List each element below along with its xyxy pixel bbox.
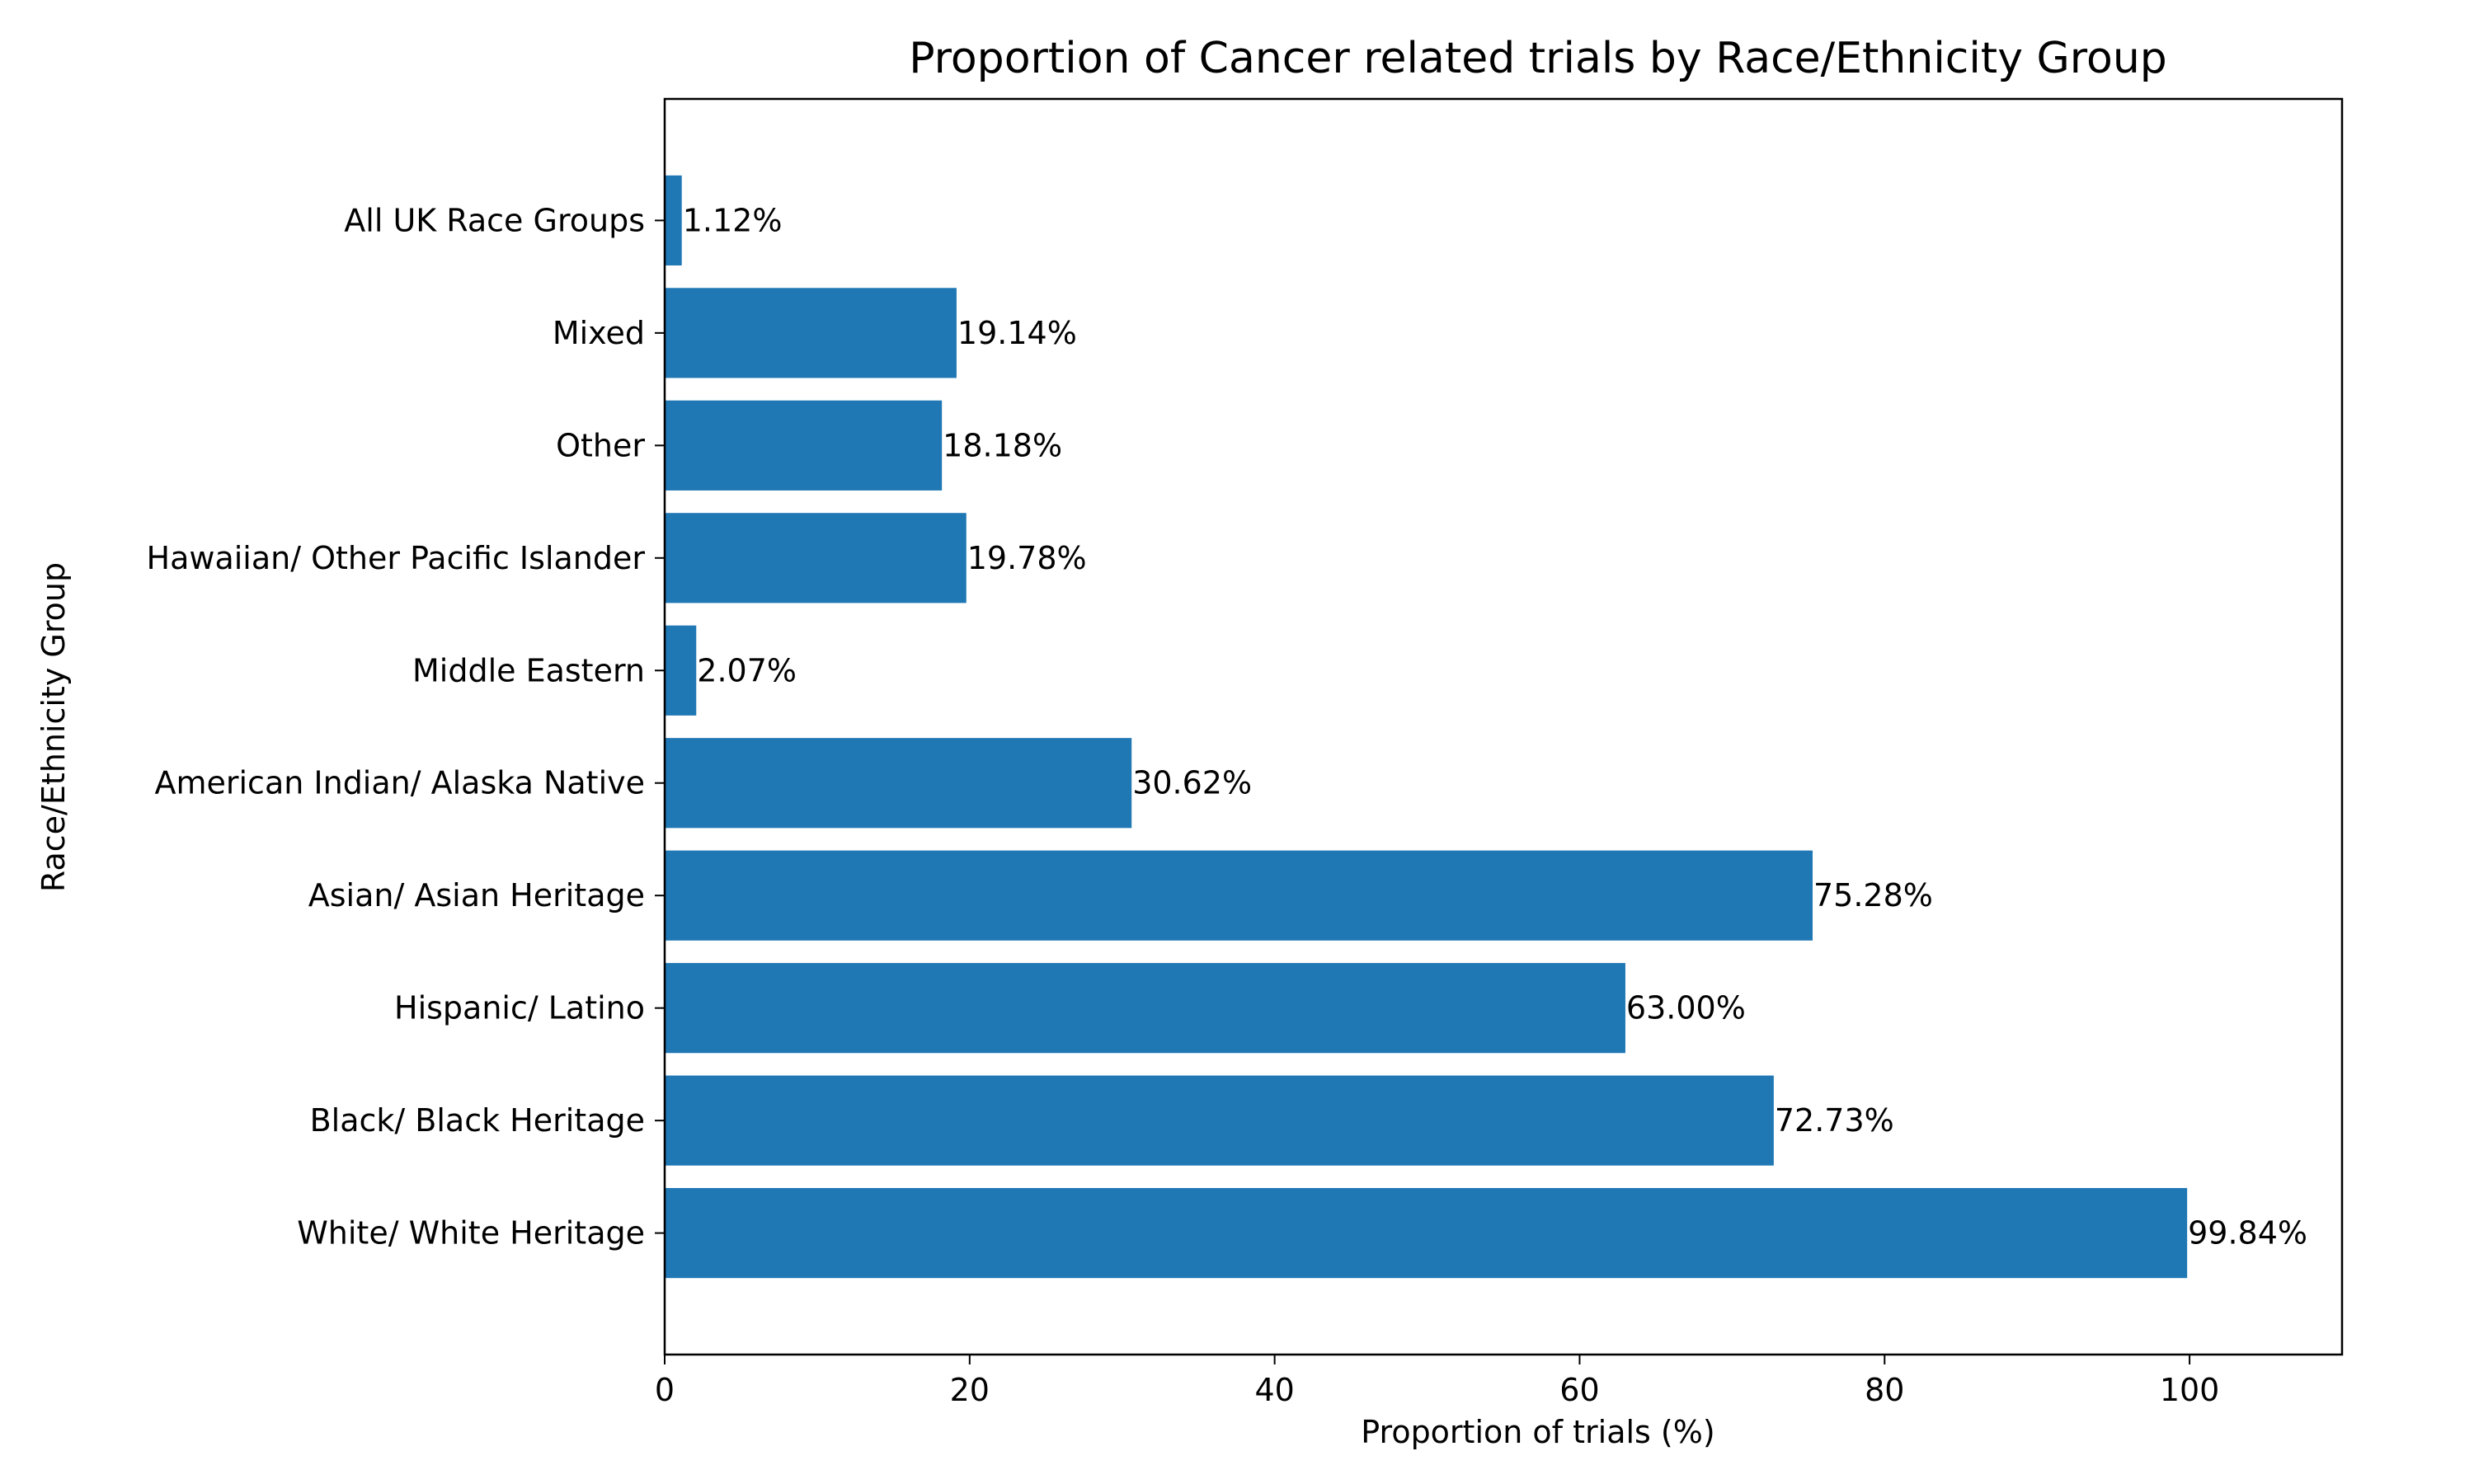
data-label-mixed: 19.14%: [957, 315, 1077, 351]
y-tick-label-mixed: Mixed: [553, 315, 645, 351]
y-axis-label: Race/Ethnicity Group: [35, 562, 72, 892]
bar-american-indian-alaska-native: [665, 738, 1132, 829]
data-label-white-white-heritage: 99.84%: [2188, 1215, 2307, 1252]
x-axis-label: Proportion of trials (%): [1361, 1414, 1714, 1450]
y-tick-label-asian-asian-heritage: Asian/ Asian Heritage: [308, 877, 645, 913]
bar-hispanic-latino: [665, 963, 1625, 1054]
x-tick-label-0: 0: [655, 1372, 675, 1408]
data-label-american-indian-alaska-native: 30.62%: [1132, 765, 1252, 801]
y-tick-label-hispanic-latino: Hispanic/ Latino: [394, 990, 645, 1026]
x-tick-label-100: 100: [2160, 1372, 2220, 1408]
x-tick-label-80: 80: [1865, 1372, 1904, 1408]
y-tick-label-all-uk-race-groups: All UK Race Groups: [344, 202, 645, 238]
bar-all-uk-race-groups: [665, 175, 682, 265]
bar-black-black-heritage: [665, 1075, 1774, 1166]
x-tick-label-60: 60: [1559, 1372, 1599, 1408]
bar-mixed: [665, 288, 957, 378]
y-tick-label-white-white-heritage: White/ White Heritage: [297, 1215, 645, 1252]
bar-asian-asian-heritage: [665, 850, 1813, 941]
ticks-layer: White/ White Heritage Black/ Black Herita…: [147, 202, 2220, 1408]
bars-layer: 99.84% 72.73% 63.00% 75.28% 30.62% 2.07% 19.78…: [665, 175, 2307, 1279]
x-tick-label-40: 40: [1254, 1372, 1294, 1408]
bar-other: [665, 400, 943, 491]
data-label-middle-eastern: 2.07%: [697, 652, 797, 688]
data-label-hispanic-latino: 63.00%: [1626, 990, 1746, 1026]
chart-title: Proportion of Cancer related trials by R…: [909, 34, 2167, 83]
y-tick-label-black-black-heritage: Black/ Black Heritage: [310, 1102, 645, 1139]
y-tick-label-hawaiian-other-pacific-islander: Hawaiian/ Other Pacific Islander: [147, 540, 646, 576]
y-tick-label-american-indian-alaska-native: American Indian/ Alaska Native: [154, 765, 645, 801]
data-label-all-uk-race-groups: 1.12%: [683, 202, 783, 238]
data-label-black-black-heritage: 72.73%: [1775, 1102, 1894, 1139]
data-label-asian-asian-heritage: 75.28%: [1813, 877, 1933, 913]
data-label-hawaiian-other-pacific-islander: 19.78%: [967, 540, 1087, 576]
bar-white-white-heritage: [665, 1188, 2188, 1279]
plot-frame: [663, 97, 2344, 1356]
y-tick-label-middle-eastern: Middle Eastern: [412, 652, 645, 688]
x-tick-label-20: 20: [950, 1372, 990, 1408]
bar-middle-eastern: [665, 625, 697, 716]
data-label-other: 18.18%: [943, 427, 1062, 463]
y-tick-label-other: Other: [556, 427, 645, 463]
bar-hawaiian-other-pacific-islander: [665, 513, 967, 603]
